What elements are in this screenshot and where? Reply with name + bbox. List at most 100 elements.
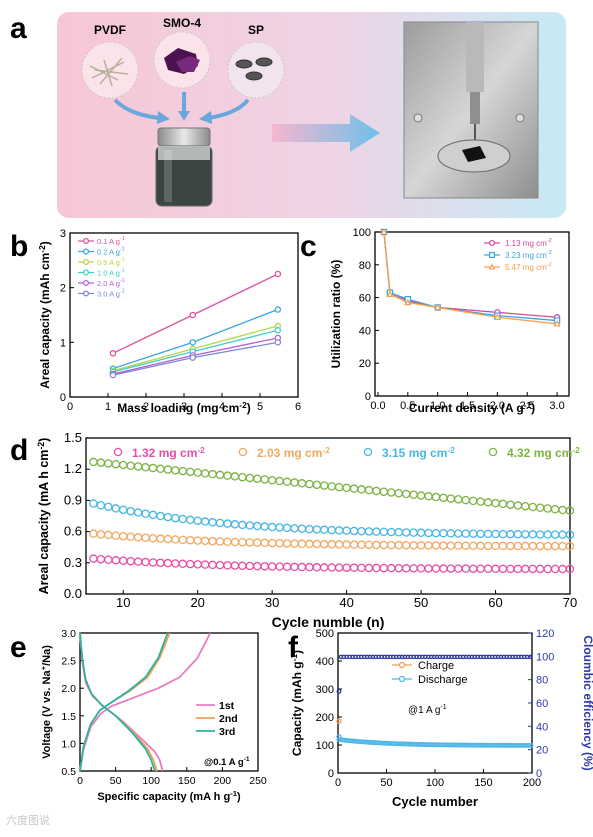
data-point	[528, 502, 538, 512]
data-point	[230, 561, 240, 570]
data-point	[118, 531, 128, 541]
y-tick-label: 0	[365, 391, 371, 403]
data-point	[282, 562, 292, 572]
data-point	[200, 469, 210, 478]
sp-label: SP	[248, 23, 264, 37]
data-point	[178, 466, 188, 476]
data-point	[409, 564, 418, 573]
data-point	[334, 563, 344, 572]
data-point	[215, 537, 225, 546]
panel-a: a PVDF SMO-4 SP	[10, 12, 566, 218]
x-axis-label: Cycle number	[392, 794, 478, 809]
data-point	[200, 536, 210, 546]
x-tick-label: 100	[142, 775, 160, 787]
data-point	[126, 506, 135, 516]
legend-entry-sup: -1	[120, 289, 125, 295]
data-point	[208, 560, 217, 570]
data-point	[275, 523, 284, 532]
data-point	[297, 479, 307, 488]
y2-tick-label: 40	[536, 721, 548, 733]
data-point	[312, 480, 322, 490]
data-point	[118, 505, 128, 515]
data-point	[126, 532, 135, 542]
data-point	[483, 541, 493, 551]
data-point	[409, 541, 418, 550]
data-point	[253, 474, 262, 483]
data-point	[208, 469, 217, 479]
y-tick-label: 0.3	[64, 555, 82, 570]
data-point	[290, 562, 299, 572]
data-point	[208, 536, 217, 546]
data-point	[364, 563, 374, 573]
data-point	[133, 508, 143, 517]
data-point	[189, 311, 196, 319]
x-tick-label: 1	[105, 401, 111, 413]
data-point	[185, 467, 195, 477]
data-point	[178, 559, 188, 569]
y-axis-label-tail: /Na)	[41, 645, 53, 666]
data-point	[528, 541, 538, 551]
smo4-label: SMO-4	[163, 16, 201, 30]
legend-entry: Discharge	[418, 674, 468, 686]
data-point	[550, 541, 560, 551]
data-point	[109, 371, 117, 379]
legend-marker	[82, 290, 90, 297]
data-point	[454, 541, 463, 550]
data-point	[223, 561, 232, 570]
data-point	[156, 464, 165, 474]
data-point	[267, 522, 277, 532]
data-point	[297, 539, 307, 549]
data-point	[320, 563, 329, 572]
data-point	[416, 564, 426, 573]
series-line	[383, 231, 558, 325]
data-point	[334, 482, 344, 492]
data-point	[387, 527, 396, 537]
x-tick-label: 40	[339, 595, 353, 610]
legend-marker	[82, 258, 90, 266]
data-point	[357, 563, 366, 573]
y2-tick-label: 20	[536, 745, 548, 757]
data-point	[476, 529, 485, 539]
data-point	[327, 540, 336, 549]
legend-entry: 1.0 A g-1	[97, 268, 125, 278]
data-point	[193, 516, 202, 525]
y-axis-label-tail: )	[290, 650, 304, 654]
data-point	[394, 563, 403, 573]
y-tick-label: 0.5	[61, 766, 76, 778]
x-tick-label: 3	[181, 401, 187, 413]
panel-a-letter: a	[10, 12, 27, 45]
data-point	[372, 527, 381, 536]
x-axis-label-sup: -1	[524, 400, 532, 410]
data-point	[290, 524, 299, 533]
data-point	[148, 533, 158, 543]
legend-marker	[398, 675, 406, 683]
data-point	[290, 539, 299, 548]
data-point	[185, 515, 195, 525]
data-point	[434, 303, 442, 311]
legend-entry-text: 3.23 mg cm	[505, 251, 547, 260]
data-point	[521, 541, 530, 551]
data-point	[104, 502, 113, 512]
data-point	[141, 557, 150, 567]
legend-marker	[488, 239, 496, 247]
data-point	[349, 563, 359, 573]
data-point	[498, 499, 508, 509]
panel-d: d 10 20 30 40 50 60 70 0.0 0.3 0.6 0.9 1.2 1.5 Cycle n…	[10, 430, 580, 630]
data-point	[109, 350, 117, 357]
arrowhead-pvdf-icon	[157, 111, 170, 124]
data-point	[305, 479, 314, 489]
data-point	[372, 486, 381, 496]
y-axis-label: Voltage (V vs. Na+/Na)	[39, 645, 53, 759]
data-point	[104, 555, 113, 565]
data-point	[357, 540, 366, 550]
data-point	[104, 530, 113, 540]
data-point	[104, 459, 113, 468]
data-point	[320, 525, 329, 535]
legend-entry: 0.2 A g-1	[97, 247, 125, 257]
data-point	[424, 541, 433, 550]
data-point	[468, 564, 478, 573]
y2-tick-label: 80	[536, 675, 548, 687]
data-point	[349, 540, 359, 549]
data-point	[89, 457, 98, 467]
data-point	[223, 471, 232, 480]
